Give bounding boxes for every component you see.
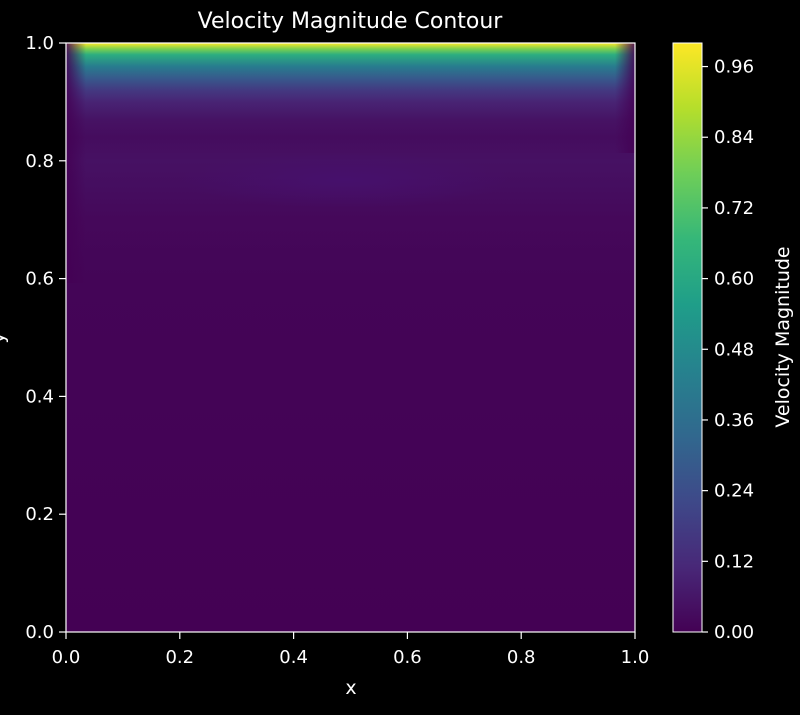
x-tick-label: 0.2 — [165, 647, 194, 668]
y-tick-label: 0.0 — [25, 622, 54, 643]
colorbar: 0.00 0.12 0.24 0.36 0.48 0.60 0.72 0.84 0.96 Vel… — [672, 42, 794, 643]
colorbar-tick-label: 0.48 — [714, 339, 754, 360]
colorbar-bar — [672, 42, 703, 633]
y-tick-label: 0.2 — [25, 504, 54, 525]
x-tick-label: 1.0 — [621, 647, 650, 668]
y-tick-label: 0.8 — [25, 151, 54, 172]
chart-title: Velocity Magnitude Contour — [198, 9, 504, 34]
colorbar-label: Velocity Magnitude — [772, 246, 794, 427]
colorbar-ticks: 0.00 0.12 0.24 0.36 0.48 0.60 0.72 0.84 0.96 — [702, 57, 754, 643]
colorbar-tick-label: 0.24 — [714, 481, 754, 502]
y-tick-label: 1.0 — [25, 33, 54, 54]
x-tick-label: 0.8 — [507, 647, 536, 668]
x-axis-title: x — [345, 677, 356, 699]
y-axis: 0.0 0.2 0.4 0.6 0.8 1.0 — [25, 33, 66, 643]
y-tick-label: 0.6 — [25, 269, 54, 290]
x-tick-label: 0.6 — [393, 647, 422, 668]
colorbar-tick-label: 0.12 — [714, 551, 754, 572]
x-tick-label: 0.0 — [52, 647, 81, 668]
contour-field — [66, 43, 635, 632]
x-axis: 0.0 0.2 0.4 0.6 0.8 1.0 — [52, 632, 650, 668]
colorbar-tick-label: 0.72 — [714, 198, 754, 219]
vortex-core-region — [180, 152, 510, 208]
colorbar-tick-label: 0.84 — [714, 127, 754, 148]
colorbar-tick-label: 0.60 — [714, 269, 754, 290]
x-tick-label: 0.4 — [279, 647, 308, 668]
right-wall-boundary-layer — [615, 43, 635, 153]
y-axis-title: y — [0, 332, 9, 343]
plot-area — [66, 43, 635, 632]
colorbar-tick-label: 0.36 — [714, 410, 754, 431]
colorbar-tick-label: 0.00 — [714, 622, 754, 643]
y-tick-label: 0.4 — [25, 386, 54, 407]
left-wall-boundary-layer — [66, 43, 86, 283]
plot-frame — [65, 42, 636, 633]
colorbar-tick-label: 0.96 — [714, 57, 754, 78]
